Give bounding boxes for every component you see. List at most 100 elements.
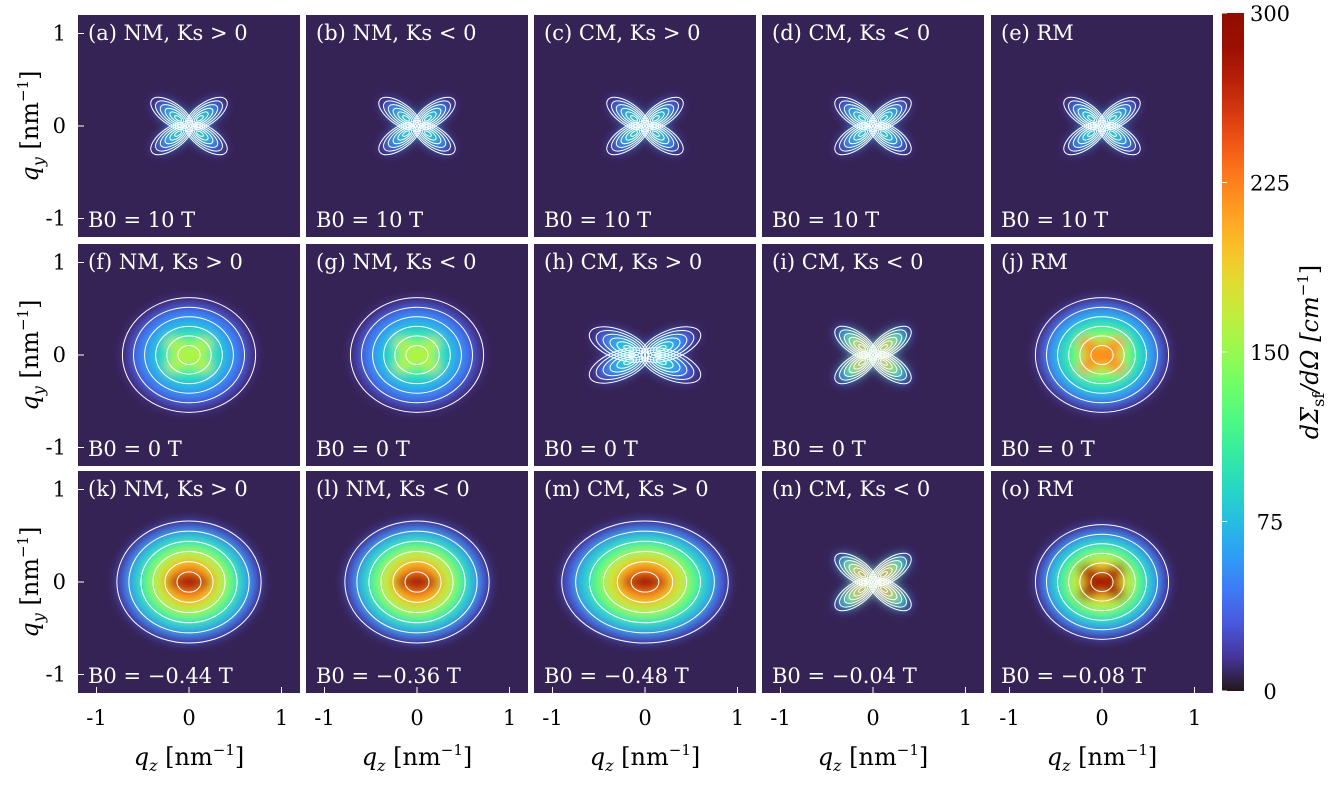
- x-tick-label: 0: [1095, 706, 1108, 730]
- x-tick-label: 1: [275, 706, 288, 730]
- panel-11: (k) NM, Ks > 0 B0 = −0.44 T: [78, 471, 300, 693]
- x-tick-label: 0: [410, 706, 423, 730]
- panel-label: (c) CM, Ks > 0: [544, 21, 701, 45]
- x-axis-label: qz [nm−1]: [134, 741, 245, 775]
- panel-label: (l) NM, Ks < 0: [316, 477, 470, 501]
- svg-text:dΣsf/dΩ [cm−1]: dΣsf/dΩ [cm−1]: [1294, 265, 1328, 440]
- x-tick-label: -1: [999, 706, 1019, 730]
- panel-2: (b) NM, Ks < 0 B0 = 10 T: [306, 15, 528, 237]
- panel-label: (d) CM, Ks < 0: [772, 21, 930, 45]
- intensity-map: [1034, 524, 1170, 640]
- panel-label: (n) CM, Ks < 0: [772, 477, 930, 501]
- y-tick-label: 1: [53, 478, 66, 502]
- field-label: B0 = 0 T: [1001, 437, 1095, 461]
- x-tick-label: -1: [542, 706, 562, 730]
- field-label: B0 = 0 T: [88, 437, 182, 461]
- panel-12: (l) NM, Ks < 0 B0 = −0.36 T: [306, 471, 528, 693]
- intensity-map: [344, 520, 490, 644]
- svg-text:qy [nm−1]: qy [nm−1]: [14, 70, 48, 181]
- x-tick-label: 1: [731, 706, 744, 730]
- colorbar-tick-label: 150: [1250, 341, 1290, 365]
- field-label: B0 = −0.04 T: [772, 664, 917, 688]
- colorbar: 300 225 150 75 0 dΣsf/dΩ [cm−1]: [1222, 2, 1328, 704]
- field-label: B0 = 10 T: [88, 208, 195, 232]
- x-tick-label: 1: [1188, 706, 1201, 730]
- svg-text:qy [nm−1]: qy [nm−1]: [14, 526, 48, 637]
- panel-6: (f) NM, Ks > 0 B0 = 0 T: [78, 244, 300, 466]
- field-label: B0 = 10 T: [544, 208, 651, 232]
- y-tick-label: -1: [46, 663, 66, 687]
- colorbar-tick-label: 0: [1263, 680, 1276, 704]
- x-tick-label: -1: [86, 706, 106, 730]
- x-axis-label: qz [nm−1]: [1047, 741, 1158, 775]
- colorbar-gradient: [1222, 13, 1244, 691]
- colorbar-tick-label: 300: [1250, 2, 1290, 26]
- x-tick-label: -1: [314, 706, 334, 730]
- panel-8: (h) CM, Ks > 0 B0 = 0 T: [534, 244, 756, 466]
- x-tick-label: 1: [503, 706, 516, 730]
- intensity-map: [834, 96, 912, 156]
- x-axis-labels: qz [nm−1] qz [nm−1] qz [nm−1] qz [nm−1] qz […: [134, 741, 1158, 775]
- y-ticks: 1 0 -1 1 0 -1 1 0 -1: [46, 22, 84, 687]
- intensity-map: [378, 96, 456, 156]
- intensity-map: [1063, 96, 1141, 156]
- x-ticks: -1 0 1 -1 0 1 -1 0 1 -1 0 1 -1 0 1: [86, 687, 1201, 730]
- panel-label: (o) RM: [1001, 477, 1074, 501]
- panel-5: (e) RM B0 = 10 T: [991, 15, 1213, 237]
- intensity-map: [561, 520, 729, 644]
- x-tick-label: 0: [182, 706, 195, 730]
- panel-7: (g) NM, Ks < 0 B0 = 0 T: [306, 244, 528, 466]
- field-label: B0 = 10 T: [772, 208, 879, 232]
- x-axis-label: qz [nm−1]: [590, 741, 701, 775]
- colorbar-tick-label: 225: [1250, 172, 1290, 196]
- intensity-map: [834, 325, 912, 385]
- intensity-map: [150, 96, 228, 156]
- svg-text:qy [nm−1]: qy [nm−1]: [14, 299, 48, 410]
- panel-label: (m) CM, Ks > 0: [544, 477, 709, 501]
- field-label: B0 = 0 T: [316, 437, 410, 461]
- y-tick-label: 0: [53, 114, 66, 138]
- field-label: B0 = 0 T: [772, 437, 866, 461]
- x-axis-label: qz [nm−1]: [818, 741, 929, 775]
- intensity-map: [834, 552, 912, 612]
- panel-label: (e) RM: [1001, 21, 1074, 45]
- y-axis-label: qy [nm−1]: [14, 70, 48, 181]
- intensity-map: [588, 326, 702, 384]
- panel-label: (h) CM, Ks > 0: [544, 250, 702, 274]
- intensity-map: [121, 297, 257, 413]
- x-tick-label: 0: [866, 706, 879, 730]
- y-tick-label: 0: [53, 343, 66, 367]
- panel-9: (i) CM, Ks < 0 B0 = 0 T: [762, 244, 984, 466]
- panel-4: (d) CM, Ks < 0 B0 = 10 T: [762, 15, 984, 237]
- panel-grid: (a) NM, Ks > 0 B0 = 10 T (b) NM, Ks < 0 B0 …: [78, 15, 1213, 693]
- panel-label: (k) NM, Ks > 0: [88, 477, 248, 501]
- panel-1: (a) NM, Ks > 0 B0 = 10 T: [78, 15, 300, 237]
- colorbar-tick-label: 75: [1257, 511, 1284, 535]
- y-tick-label: 0: [53, 570, 66, 594]
- panel-10: (j) RM B0 = 0 T: [991, 244, 1213, 466]
- y-tick-label: -1: [46, 436, 66, 460]
- panel-label: (g) NM, Ks < 0: [316, 250, 477, 274]
- panel-15: (o) RM B0 = −0.08 T: [991, 471, 1213, 693]
- panel-3: (c) CM, Ks > 0 B0 = 10 T: [534, 15, 756, 237]
- panel-label: (i) CM, Ks < 0: [772, 250, 923, 274]
- y-axis-label: qy [nm−1]: [14, 526, 48, 637]
- panel-13: (m) CM, Ks > 0 B0 = −0.48 T: [534, 471, 756, 693]
- y-tick-label: 1: [53, 22, 66, 46]
- field-label: B0 = 10 T: [1001, 208, 1108, 232]
- y-axis-labels: qy [nm−1] qy [nm−1] qy [nm−1]: [14, 70, 48, 637]
- panel-label: (a) NM, Ks > 0: [88, 21, 248, 45]
- x-tick-label: 0: [638, 706, 651, 730]
- panel-label: (f) NM, Ks > 0: [88, 250, 243, 274]
- field-label: B0 = −0.36 T: [316, 664, 461, 688]
- x-tick-label: 1: [959, 706, 972, 730]
- intensity-map: [116, 520, 262, 644]
- field-label: B0 = −0.44 T: [88, 664, 233, 688]
- x-axis-label: qz [nm−1]: [362, 741, 473, 775]
- panel-label: (j) RM: [1001, 250, 1068, 274]
- x-tick-label: -1: [770, 706, 790, 730]
- intensity-map: [1034, 297, 1170, 413]
- field-label: B0 = −0.48 T: [544, 664, 689, 688]
- y-axis-label: qy [nm−1]: [14, 299, 48, 410]
